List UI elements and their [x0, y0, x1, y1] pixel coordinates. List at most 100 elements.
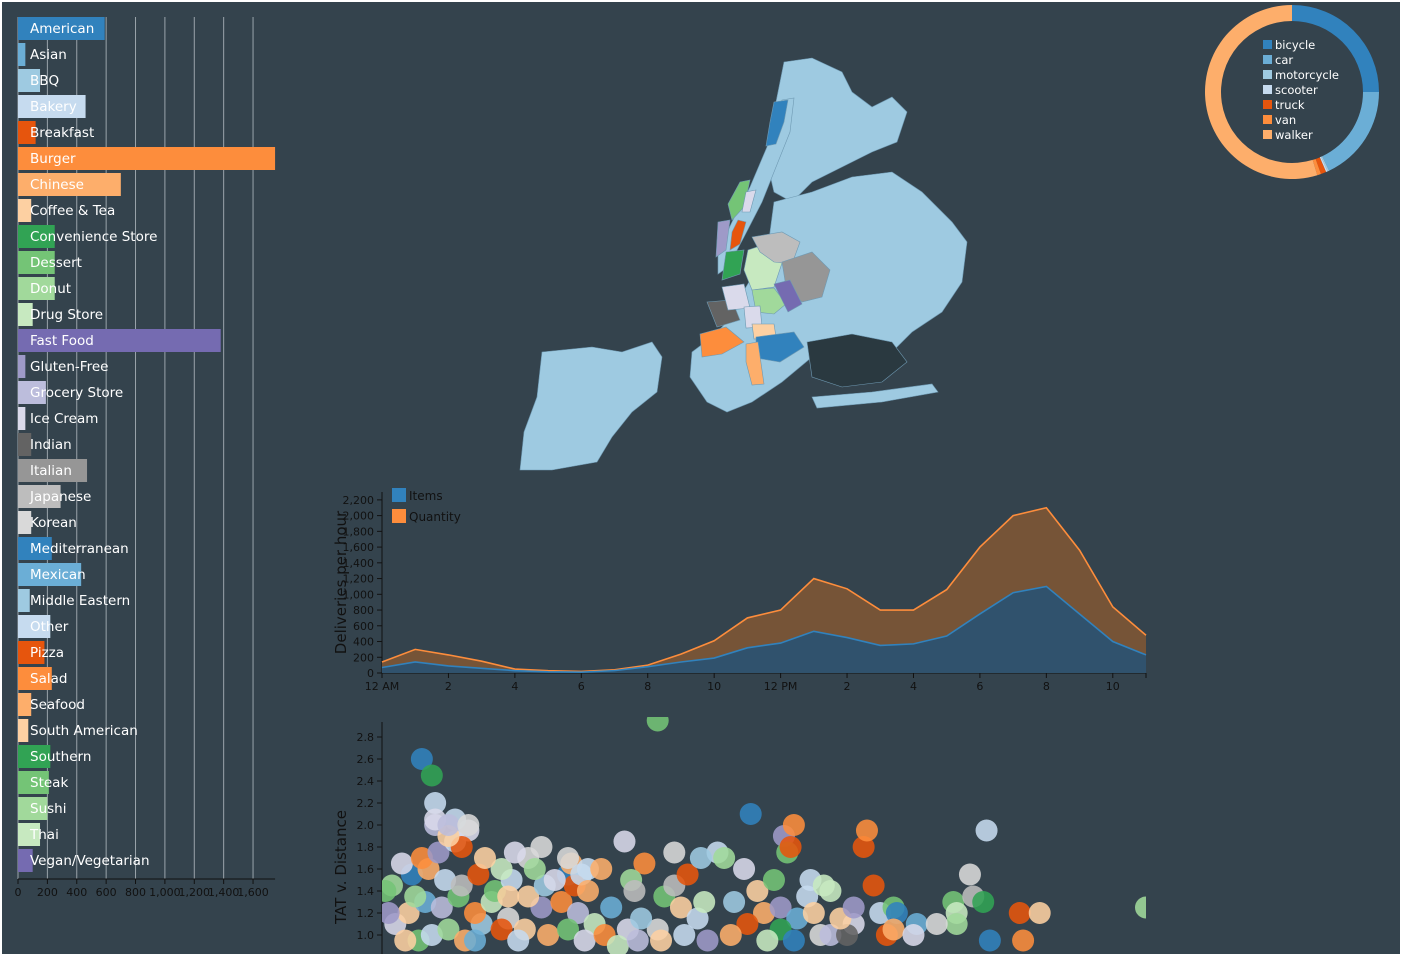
scatter-point — [852, 836, 875, 858]
scatter-point — [902, 924, 925, 946]
scatter-point — [394, 929, 417, 952]
x-tick-label: 10 — [707, 680, 721, 693]
bar-indian — [18, 433, 32, 456]
scatter-point — [420, 924, 443, 946]
y-tick-label: 400 — [353, 636, 374, 649]
bar-coffee-tea — [18, 199, 32, 222]
x-tick-label: 1,400 — [208, 886, 240, 899]
y-tick-label: 2,200 — [343, 494, 375, 507]
bar-salad — [18, 667, 52, 690]
y-tick-label: 2.0 — [357, 819, 375, 832]
bar-label-coffee-tea: Coffee & Tea — [30, 203, 115, 219]
scatter-point — [676, 863, 699, 886]
legend-swatch-quantity — [392, 509, 406, 523]
scatter-point — [925, 913, 948, 935]
scatter-point — [693, 891, 716, 913]
bar-label-american: American — [30, 21, 94, 37]
bar-label-bbq: BBQ — [30, 73, 59, 89]
y-tick-label: 800 — [353, 604, 374, 617]
legend-swatch-truck — [1263, 100, 1272, 109]
y-tick-label: 1,000 — [343, 588, 375, 601]
scatter-point — [882, 918, 905, 941]
y-tick-label: 200 — [353, 651, 374, 664]
scatter-point — [427, 841, 450, 864]
scatter-point — [669, 896, 692, 919]
scatter-point — [762, 869, 785, 891]
bar-label-vegan-vegetarian: Vegan/Vegetarian — [30, 853, 150, 869]
scatter-point — [490, 918, 513, 941]
scatter-point — [819, 924, 842, 946]
bar-donut — [18, 277, 55, 300]
bar-label-bakery: Bakery — [30, 99, 77, 115]
scatter-point — [410, 847, 433, 869]
scatter-point — [473, 847, 496, 869]
x-tick-label: 6 — [976, 680, 983, 693]
x-tick-label: 800 — [125, 886, 146, 899]
x-tick-label: 600 — [96, 886, 117, 899]
y-tick-label: 1.0 — [357, 929, 375, 942]
bar-label-japanese: Japanese — [29, 489, 91, 505]
bar-american — [18, 17, 105, 40]
scatter-point — [457, 814, 480, 836]
scatter-point — [397, 902, 420, 924]
bar-drug-store — [18, 303, 33, 326]
line-quantity — [381, 506, 1147, 673]
scatter-point — [786, 907, 809, 930]
scatter-point — [570, 863, 593, 886]
scatter-point — [467, 863, 490, 886]
scatter-point — [885, 902, 908, 924]
scatter-point — [733, 858, 756, 880]
scatter-point — [424, 792, 447, 814]
x-tick-label: 12 PM — [764, 680, 798, 693]
scatter-point — [623, 880, 646, 902]
bar-burger — [18, 147, 276, 170]
bar-vegan-vegetarian — [18, 849, 33, 872]
scatter-point — [537, 924, 560, 946]
scatter-point — [945, 913, 968, 935]
scatter-point — [782, 814, 805, 836]
bar-label-sushi: Sushi — [30, 801, 66, 817]
scatter-point — [464, 902, 487, 924]
x-tick-label: 10 — [1106, 680, 1120, 693]
bar-label-drug-store: Drug Store — [30, 307, 103, 323]
scatter-point — [1012, 929, 1035, 952]
bar-label-thai: Thai — [29, 827, 59, 843]
bar-south-american — [18, 719, 29, 742]
bar-steak — [18, 771, 49, 794]
scatter-point — [736, 913, 759, 935]
scatter-point — [497, 885, 520, 908]
legend-label-van: van — [1275, 113, 1296, 127]
bar-label-mediterranean: Mediterranean — [30, 541, 129, 557]
bar-label-seafood: Seafood — [30, 697, 85, 713]
nyc-borough-map — [519, 57, 968, 471]
legend-label-walker: walker — [1275, 128, 1313, 142]
x-tick-label: 8 — [1043, 680, 1050, 693]
scatter-point — [523, 858, 546, 880]
legend-label-items: Items — [409, 489, 443, 503]
legend-swatch-scooter — [1263, 85, 1272, 94]
scatter-point — [613, 830, 636, 853]
map-region-highlight — [721, 249, 745, 281]
bar-mexican — [18, 563, 82, 586]
scatter-point — [1028, 902, 1051, 924]
x-tick-label: 4 — [511, 680, 518, 693]
donut-slice-car — [1322, 92, 1379, 171]
scatter-point — [713, 847, 736, 869]
scatter-point — [557, 847, 580, 869]
donut-slice-scooter — [1319, 156, 1328, 173]
bar-label-ice-cream: Ice Cream — [30, 411, 98, 427]
scatter-point — [410, 748, 433, 770]
bar-label-italian: Italian — [30, 463, 72, 479]
scatter-point — [430, 896, 453, 919]
legend-swatch-van — [1263, 115, 1272, 124]
scatter-point — [719, 924, 742, 946]
map-water-jamaica-bay — [806, 333, 908, 388]
scatter-point — [972, 891, 995, 913]
y-tick-label: 2.8 — [357, 731, 375, 744]
legend-label-car: car — [1275, 53, 1293, 67]
bar-label-korean: Korean — [30, 515, 77, 531]
scatter-point — [490, 858, 513, 880]
scatter-point — [633, 852, 656, 875]
y-tick-label: 1,600 — [343, 541, 375, 554]
